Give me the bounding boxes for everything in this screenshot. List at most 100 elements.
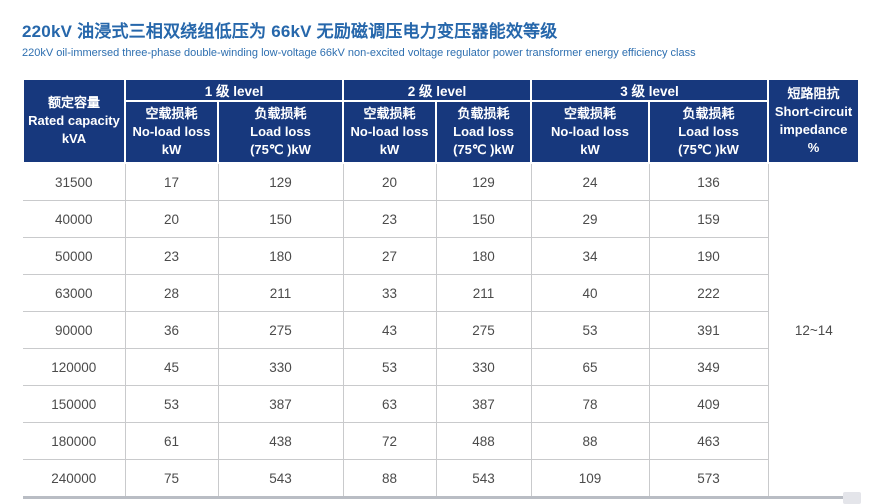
loss-value-cell: 330 (217, 348, 344, 386)
page-title: 220kV 油浸式三相双绕组低压为 66kV 无励磁调压电力变压器能效等级 (22, 22, 558, 41)
loss-value-cell: 543 (217, 459, 344, 499)
loss-value-cell: 159 (648, 200, 769, 238)
rated-capacity-cell: 150000 (23, 385, 126, 423)
table-row: 150000 53 387 63 387 78 409 (23, 385, 859, 423)
table-row: 90000 36 275 43 275 53 391 (23, 311, 859, 349)
loss-value-cell: 150 (435, 200, 532, 238)
no-load-loss-en: No-load loss (551, 124, 630, 140)
no-load-loss-unit: kW (161, 141, 182, 157)
loss-value-cell: 463 (648, 422, 769, 460)
short-circuit-impedance-header: 短路阻抗 Short-circuit impedance % (767, 78, 861, 164)
load-loss-zh: 负载损耗 (254, 106, 307, 122)
load-loss-unit: (75℃ )kW (453, 141, 514, 157)
loss-value-cell: 34 (530, 237, 650, 275)
loss-value-cell: 33 (342, 274, 437, 312)
load-loss-zh: 负载损耗 (682, 106, 735, 122)
no-load-loss-en: No-load loss (132, 124, 211, 140)
no-load-loss-zh: 空载损耗 (564, 106, 617, 122)
impedance-header-en2: impedance (779, 122, 848, 137)
loss-value-cell: 43 (342, 311, 437, 349)
load-loss-en: Load loss (250, 124, 311, 140)
loss-value-cell: 136 (648, 163, 769, 201)
loss-value-cell: 150 (217, 200, 344, 238)
loss-value-cell: 391 (648, 311, 769, 349)
load-loss-zh: 负载损耗 (457, 106, 510, 122)
loss-value-cell: 387 (435, 385, 532, 423)
level-2-load-loss-header: 负载损耗 Load loss (75℃ )kW (435, 100, 533, 164)
rated-capacity-cell: 31500 (23, 163, 126, 201)
loss-value-cell: 78 (530, 385, 650, 423)
rated-capacity-cell: 90000 (23, 311, 126, 349)
level-2-group-header: 2 级 level (342, 78, 533, 102)
rated-capacity-header-unit: kVA (61, 130, 87, 146)
loss-value-cell: 53 (342, 348, 437, 386)
loss-value-cell: 23 (124, 237, 219, 275)
rated-capacity-header-en: Rated capacity (28, 113, 120, 129)
loss-value-cell: 20 (124, 200, 219, 238)
loss-value-cell: 53 (124, 385, 219, 423)
impedance-header-en1: Short-circuit (774, 104, 853, 120)
rated-capacity-cell: 120000 (23, 348, 126, 386)
corner-widget (843, 492, 861, 504)
no-load-loss-zh: 空载损耗 (145, 106, 198, 122)
level-3-load-loss-header: 负载损耗 Load loss (75℃ )kW (648, 100, 770, 164)
loss-value-cell: 190 (648, 237, 769, 275)
load-loss-unit: (75℃ )kW (678, 141, 739, 157)
loss-value-cell: 129 (217, 163, 344, 201)
loss-value-cell: 27 (342, 237, 437, 275)
no-load-loss-unit: kW (580, 141, 600, 157)
level-1-no-load-loss-header: 空载损耗 No-load loss kW (124, 100, 219, 164)
loss-value-cell: 36 (124, 311, 219, 349)
table-row: 120000 45 330 53 330 65 349 (23, 348, 859, 386)
table-row: 40000 20 150 23 150 29 159 (23, 200, 859, 238)
efficiency-class-table: 额定容量 Rated capacity kVA 1 级 level 2 级 le… (22, 78, 861, 499)
loss-value-cell: 275 (435, 311, 532, 349)
level-3-group-header: 3 级 level (530, 78, 770, 102)
rated-capacity-cell: 63000 (23, 274, 126, 312)
loss-value-cell: 129 (435, 163, 532, 201)
loss-value-cell: 438 (217, 422, 344, 460)
loss-value-cell: 543 (435, 459, 532, 499)
loss-value-cell: 409 (648, 385, 769, 423)
page-header: 220kV 油浸式三相双绕组低压为 66kV 无励磁调压电力变压器能效等级 22… (22, 17, 696, 59)
table-row: 240000 75 543 88 543 109 573 (23, 459, 859, 499)
loss-value-cell: 222 (648, 274, 769, 312)
rated-capacity-header: 额定容量 Rated capacity kVA (22, 78, 126, 164)
loss-value-cell: 387 (217, 385, 344, 423)
table-row: 180000 61 438 72 488 88 463 (23, 422, 859, 460)
loss-value-cell: 75 (124, 459, 219, 499)
loss-value-cell: 211 (435, 274, 532, 312)
loss-value-cell: 88 (342, 459, 437, 499)
loss-value-cell: 349 (648, 348, 769, 386)
loss-value-cell: 573 (648, 459, 769, 499)
load-loss-en: Load loss (453, 124, 514, 140)
table-body: 31500 17 129 20 129 24 136 12~14 40000 20 150 23 150… (23, 163, 860, 499)
loss-value-cell: 17 (124, 163, 219, 201)
table-row: 31500 17 129 20 129 24 136 12~14 (23, 163, 860, 499)
no-load-loss-zh: 空载损耗 (363, 106, 416, 122)
table-row: 50000 23 180 27 180 34 190 (23, 237, 859, 275)
table-row: 63000 28 211 33 211 40 222 (23, 274, 859, 312)
level-3-no-load-loss-header: 空载损耗 No-load loss kW (530, 100, 651, 164)
loss-value-cell: 109 (530, 459, 650, 499)
rated-capacity-cell: 50000 (23, 237, 126, 275)
loss-value-cell: 180 (217, 237, 344, 275)
loss-value-cell: 23 (342, 200, 437, 238)
loss-value-cell: 24 (530, 163, 650, 201)
rated-capacity-cell: 180000 (23, 422, 126, 460)
rated-capacity-header-zh: 额定容量 (47, 95, 100, 111)
level-2-no-load-loss-header: 空载损耗 No-load loss kW (342, 100, 438, 164)
loss-value-cell: 63 (342, 385, 437, 423)
loss-value-cell: 72 (342, 422, 437, 460)
load-loss-en: Load loss (678, 124, 739, 140)
loss-value-cell: 53 (530, 311, 650, 349)
loss-value-cell: 45 (124, 348, 219, 386)
loss-value-cell: 29 (530, 200, 650, 238)
loss-value-cell: 211 (217, 274, 344, 312)
loss-value-cell: 65 (530, 348, 650, 386)
loss-value-cell: 40 (530, 274, 650, 312)
loss-value-cell: 20 (342, 163, 437, 201)
impedance-value-cell: 12~14 (767, 163, 860, 499)
rated-capacity-cell: 240000 (23, 459, 126, 499)
level-1-load-loss-header: 负载损耗 Load loss (75℃ )kW (216, 100, 345, 164)
